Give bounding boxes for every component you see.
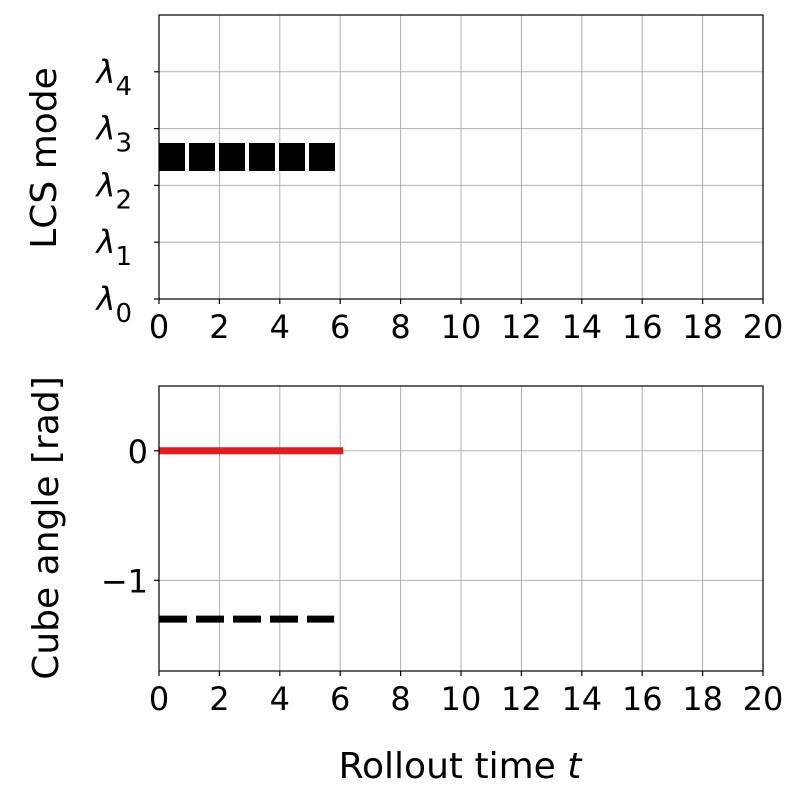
rollout-time-xlabel-text: Rollout time	[339, 746, 568, 787]
cube-angle-xtick-label: 2	[209, 680, 229, 718]
lcs-mode-ytick-label: λ4	[95, 53, 132, 102]
lcs-mode-ytick-label: λ3	[95, 110, 132, 159]
cube-angle-ticks: 0 2 4 6 8 10 12 14 16 18 20 −1 0	[101, 433, 784, 718]
cube-angle-xtick-label: 20	[743, 680, 784, 718]
rollout-time-xlabel-var: t	[567, 746, 583, 787]
cube-angle-xtick-label: 8	[390, 680, 410, 718]
cube-angle-ytick-label: −1	[101, 562, 148, 600]
lcs-mode-ytick-label: λ1	[95, 223, 132, 272]
lcs-mode-ytick-symbol: λ	[95, 280, 116, 318]
cube-angle-series	[159, 447, 344, 623]
lcs-mode-ytick-subscript: 3	[115, 129, 132, 159]
lcs-mode-xtick-label: 14	[561, 308, 602, 346]
cube-angle-ytick-label: 0	[128, 433, 148, 471]
lcs-mode-ytick-label: λ2	[95, 166, 132, 215]
lcs-mode-xtick-label: 18	[682, 308, 723, 346]
cube-angle-xtick-label: 4	[270, 680, 290, 718]
lcs-mode-ytick-symbol: λ	[95, 110, 116, 148]
cube-angle-panel: 0 2 4 6 8 10 12 14 16 18 20 −1 0 Cube angle [rad] Ro…	[26, 376, 783, 787]
lcs-mode-xtick-label: 4	[270, 308, 290, 346]
lcs-mode-xtick-label: 12	[501, 308, 542, 346]
cube-angle-ylabel: Cube angle [rad]	[26, 376, 67, 680]
cube-angle-xtick-label: 16	[622, 680, 663, 718]
lcs-mode-ytick-symbol: λ	[95, 166, 116, 204]
cube-angle-xtick-label: 6	[330, 680, 350, 718]
lcs-mode-ytick-subscript: 4	[115, 72, 132, 102]
cube-angle-xtick-label: 0	[149, 680, 169, 718]
lcs-mode-ylabel: LCS mode	[24, 67, 65, 249]
lcs-mode-xtick-label: 0	[149, 308, 169, 346]
lcs-mode-ytick-symbol: λ	[95, 53, 116, 91]
cube-angle-xtick-label: 10	[441, 680, 482, 718]
lcs-mode-ytick-symbol: λ	[95, 223, 116, 261]
lcs-mode-xtick-label: 20	[743, 308, 784, 346]
lcs-mode-xtick-label: 6	[330, 308, 350, 346]
rollout-time-xlabel: Rollout time t	[339, 746, 584, 787]
lcs-mode-xtick-label: 2	[209, 308, 229, 346]
cube-angle-xtick-label: 18	[682, 680, 723, 718]
lcs-mode-ytick-label: λ0	[95, 280, 132, 329]
lcs-mode-xtick-label: 8	[390, 308, 410, 346]
lcs-mode-xtick-label: 10	[441, 308, 482, 346]
lcs-mode-ytick-subscript: 0	[115, 299, 132, 329]
cube-angle-xtick-label: 14	[561, 680, 602, 718]
lcs-mode-ytick-subscript: 2	[115, 185, 132, 215]
cube-angle-xtick-label: 12	[501, 680, 542, 718]
lcs-mode-ytick-subscript: 1	[115, 242, 132, 272]
lcs-mode-xtick-label: 16	[622, 308, 663, 346]
